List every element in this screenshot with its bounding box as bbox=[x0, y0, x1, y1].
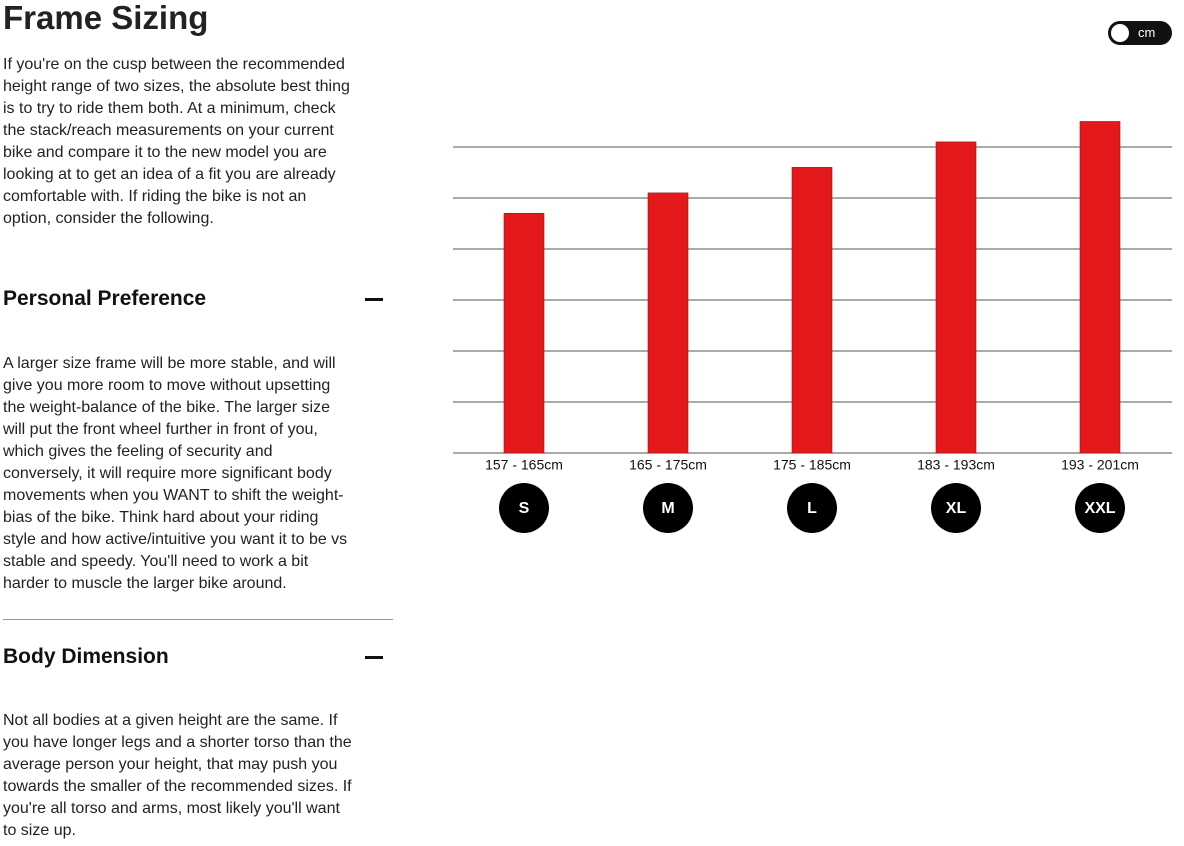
divider bbox=[3, 619, 393, 620]
x-tick-label: 175 - 185cm bbox=[773, 457, 851, 473]
intro-line: If you're on the cusp between the recomm… bbox=[3, 56, 345, 73]
section-line: give you more room to move without upset… bbox=[3, 377, 331, 394]
bar bbox=[503, 213, 545, 454]
section-heading[interactable]: Body Dimension bbox=[3, 645, 169, 668]
section-line: you're all torso and arms, most likely y… bbox=[3, 800, 340, 817]
intro-line: bike and compare it to the new model you… bbox=[3, 144, 327, 161]
toggle-label: cm bbox=[1138, 25, 1156, 40]
bar bbox=[791, 167, 833, 454]
page-title: Frame Sizing bbox=[3, 0, 209, 36]
section-line: average person your height, that may pus… bbox=[3, 756, 338, 773]
intro-line: looking at to get an idea of a fit you a… bbox=[3, 166, 336, 183]
size-badge bbox=[499, 483, 549, 533]
section-line: stable and speedy. You'll need to work a… bbox=[3, 553, 309, 570]
bar bbox=[647, 192, 689, 454]
size-label: S bbox=[519, 500, 530, 517]
section-line: will put the front wheel further in fron… bbox=[3, 421, 318, 438]
size-badge bbox=[931, 483, 981, 533]
size-label: L bbox=[807, 500, 817, 517]
section-line: Not all bodies at a given height are the… bbox=[3, 712, 338, 729]
intro-line: is to try to ride them both. At a minimu… bbox=[3, 100, 336, 117]
size-badge bbox=[1075, 483, 1125, 533]
collapse-icon[interactable] bbox=[365, 298, 383, 301]
section-line: style and how active/intuitive you want … bbox=[3, 531, 348, 548]
x-tick-label: 157 - 165cm bbox=[485, 457, 563, 473]
section-line: A larger size frame will be more stable,… bbox=[3, 355, 336, 372]
section-line: towards the smaller of the recommended s… bbox=[3, 778, 352, 795]
collapse-icon[interactable] bbox=[365, 656, 383, 659]
size-label: XXL bbox=[1084, 500, 1115, 517]
bar bbox=[1079, 121, 1121, 454]
x-tick-label: 183 - 193cm bbox=[917, 457, 995, 473]
x-tick-label: 193 - 201cm bbox=[1061, 457, 1139, 473]
x-tick-label: 165 - 175cm bbox=[629, 457, 707, 473]
intro-line: height range of two sizes, the absolute … bbox=[3, 78, 350, 95]
section-heading[interactable]: Personal Preference bbox=[3, 287, 207, 310]
size-badge bbox=[643, 483, 693, 533]
section-line: conversely, it will require more signifi… bbox=[3, 465, 332, 482]
section-line: you have longer legs and a shorter torso… bbox=[3, 734, 352, 751]
intro-line: comfortable with. If riding the bike is … bbox=[3, 188, 307, 205]
size-label: XL bbox=[946, 500, 967, 517]
unit-toggle[interactable]: cm bbox=[1108, 21, 1172, 45]
section-line: which gives the feeling of security and bbox=[3, 443, 273, 460]
bar bbox=[935, 141, 977, 454]
size-badge bbox=[787, 483, 837, 533]
section-line: harder to muscle the larger bike around. bbox=[3, 575, 287, 592]
section-line: the weight-balance of the bike. The larg… bbox=[3, 399, 331, 416]
section-line: movements when you WANT to shift the wei… bbox=[3, 487, 344, 504]
section-line: to size up. bbox=[3, 822, 76, 839]
toggle-knob bbox=[1111, 24, 1129, 42]
intro-line: option, consider the following. bbox=[3, 210, 214, 227]
size-label: M bbox=[661, 500, 674, 517]
intro-line: the stack/reach measurements on your cur… bbox=[3, 122, 334, 139]
section-line: bias of the bike. Think hard about your … bbox=[3, 509, 319, 526]
